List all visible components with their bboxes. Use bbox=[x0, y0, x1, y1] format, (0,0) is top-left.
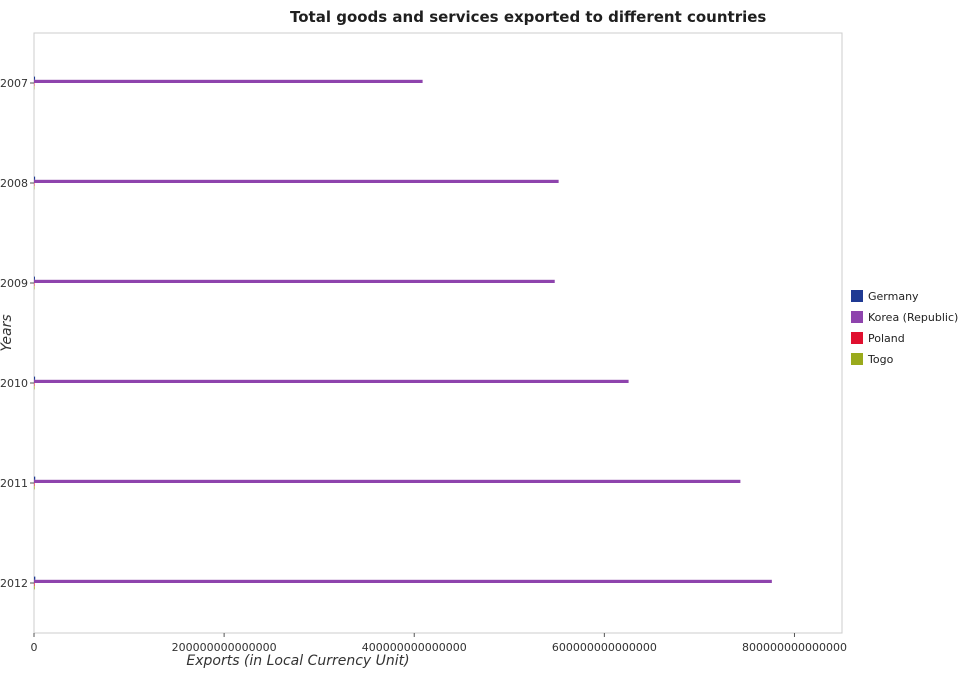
bar-togo-2010 bbox=[34, 386, 35, 390]
legend: Germany Korea (Republic) Poland Togo bbox=[851, 290, 958, 366]
bar-germany-2011 bbox=[34, 476, 36, 480]
y-tick-label: 2009 bbox=[0, 277, 28, 290]
y-axis-ticks: 2007 2008 2009 2010 2011 2012 bbox=[0, 77, 34, 590]
legend-swatch-togo bbox=[851, 353, 863, 365]
bar-korea-republic-2011 bbox=[34, 479, 741, 483]
bar-poland-2012 bbox=[34, 583, 35, 587]
bar-germany-2010 bbox=[34, 376, 36, 380]
x-tick-label: 0 bbox=[31, 641, 38, 654]
x-tick-label: 600000000000000 bbox=[552, 641, 657, 654]
x-tick-label: 800000000000000 bbox=[742, 641, 847, 654]
bar-togo-2012 bbox=[34, 586, 35, 590]
y-tick-label: 2011 bbox=[0, 477, 28, 490]
x-axis-ticks: 0 200000000000000 400000000000000 600000000… bbox=[31, 633, 847, 654]
bar-korea-republic-2010 bbox=[34, 379, 629, 383]
bar-poland-2010 bbox=[34, 383, 35, 387]
x-tick-label: 200000000000000 bbox=[172, 641, 277, 654]
y-tick-label: 2012 bbox=[0, 577, 28, 590]
bar-korea-republic-2008 bbox=[34, 179, 559, 183]
bar-germany-2012 bbox=[34, 576, 36, 580]
bar-germany-2009 bbox=[34, 276, 35, 280]
bars-group bbox=[34, 76, 772, 590]
y-tick-label: 2008 bbox=[0, 177, 28, 190]
y-axis-label: Years bbox=[0, 314, 15, 351]
x-axis-label: Exports (in Local Currency Unit) bbox=[186, 653, 409, 669]
y-tick-label: 2007 bbox=[0, 77, 28, 90]
legend-swatch-poland bbox=[851, 332, 863, 344]
plot-area bbox=[33, 32, 843, 634]
bar-korea-republic-2009 bbox=[34, 279, 555, 283]
bar-korea-republic-2012 bbox=[34, 579, 772, 583]
legend-swatch-korea-republic bbox=[851, 311, 863, 323]
legend-label-poland: Poland bbox=[868, 332, 905, 345]
chart-title: Total goods and services exported to dif… bbox=[290, 8, 767, 26]
legend-swatch-germany bbox=[851, 290, 863, 302]
bar-germany-2008 bbox=[34, 176, 36, 180]
bar-poland-2011 bbox=[34, 483, 35, 487]
legend-label-togo: Togo bbox=[867, 353, 894, 366]
legend-label-germany: Germany bbox=[868, 290, 919, 303]
legend-label-korea-republic: Korea (Republic) bbox=[868, 311, 958, 324]
bar-germany-2007 bbox=[34, 76, 36, 80]
bar-korea-republic-2007 bbox=[34, 79, 423, 83]
x-tick-label: 400000000000000 bbox=[362, 641, 467, 654]
y-tick-label: 2010 bbox=[0, 377, 28, 390]
bar-togo-2011 bbox=[34, 486, 35, 490]
